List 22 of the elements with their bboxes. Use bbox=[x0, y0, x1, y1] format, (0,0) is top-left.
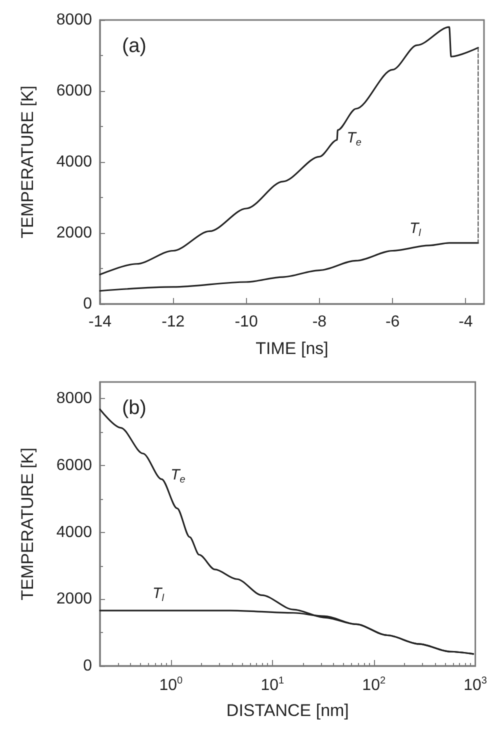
y-tick-label: 2000 bbox=[56, 590, 92, 608]
x-axis-title: TIME [ns] bbox=[256, 339, 328, 358]
x-tick-label: -6 bbox=[385, 314, 400, 330]
y-tick-label: 8000 bbox=[56, 12, 92, 28]
annotation: (a) bbox=[122, 35, 146, 57]
y-tick-label: 0 bbox=[83, 658, 92, 674]
y-axis-title: TEMPERATURE [K] bbox=[18, 448, 37, 600]
y-tick-label: 0 bbox=[83, 296, 92, 312]
y-tick-label: 6000 bbox=[56, 82, 92, 100]
annotation: (b) bbox=[122, 397, 146, 419]
x-tick-label: -12 bbox=[162, 314, 185, 330]
y-tick-label: 6000 bbox=[56, 457, 92, 474]
y-axis-title: TEMPERATURE [K] bbox=[18, 86, 37, 238]
x-tick-label: -8 bbox=[312, 314, 327, 330]
x-tick-label: -10 bbox=[234, 314, 258, 330]
x-tick-label: -4 bbox=[458, 314, 473, 330]
y-tick-label: 4000 bbox=[56, 524, 92, 541]
x-tick-label: -14 bbox=[88, 314, 112, 330]
y-tick-label: 2000 bbox=[56, 224, 92, 242]
x-axis-title: DISTANCE [nm] bbox=[226, 701, 349, 720]
y-tick-label: 4000 bbox=[56, 154, 92, 170]
y-tick-label: 8000 bbox=[56, 390, 92, 408]
